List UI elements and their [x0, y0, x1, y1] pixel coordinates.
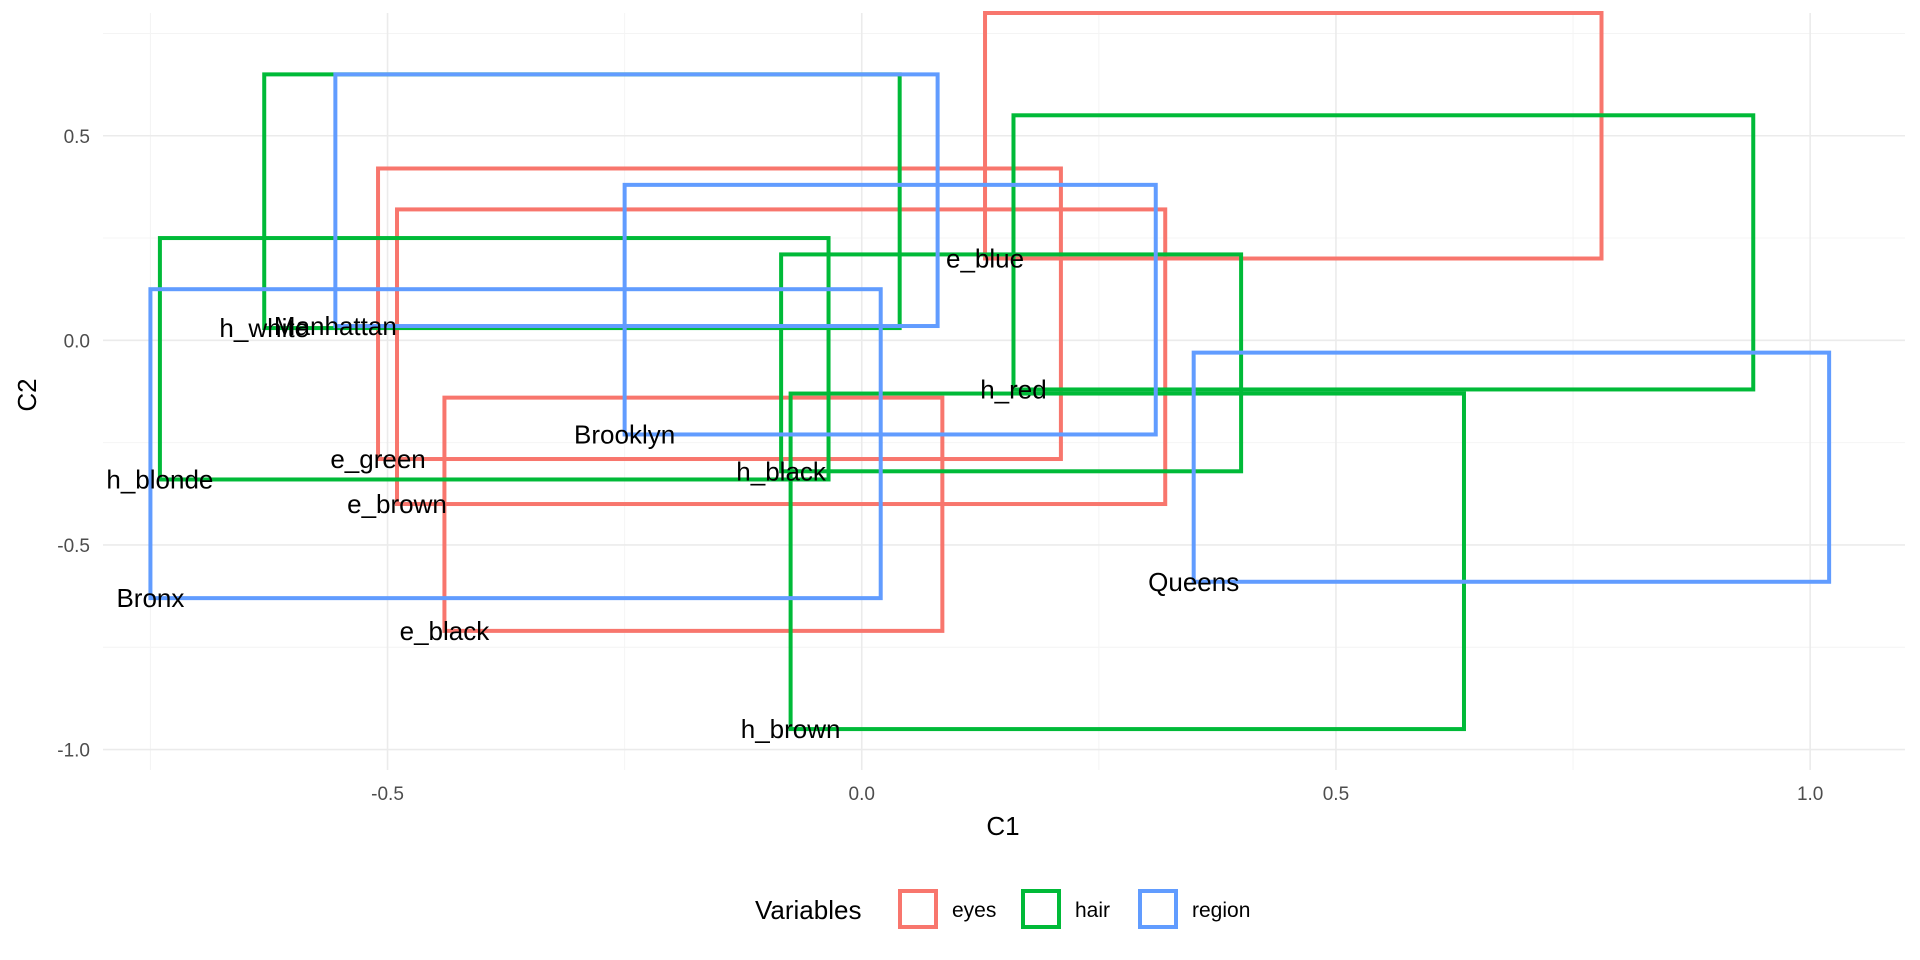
rect-h_brown [788, 391, 1466, 732]
rect-manhattan [333, 72, 940, 329]
legend-title: Variables [755, 895, 861, 925]
legend-label-eyes: eyes [952, 899, 996, 922]
legend-label-region: region [1192, 899, 1250, 922]
rect-e_blue [983, 11, 1604, 261]
rect-h_blonde [157, 236, 831, 482]
point-label-e_brown: e_brown [347, 489, 447, 519]
rect-e_green [376, 166, 1063, 462]
point-labels: e_blue e_green e_brown e_black h_white h_blon… [106, 244, 1239, 745]
rect-bronx [148, 287, 883, 601]
legend-key-region [1138, 889, 1178, 929]
y-tick-label: 0.0 [64, 331, 90, 352]
x-tick-label: 1.0 [1797, 784, 1823, 805]
rect-queens [1191, 350, 1832, 584]
x-tick-label: -0.5 [371, 784, 404, 805]
rect-h_black [779, 252, 1244, 474]
legend-key-eyes [898, 889, 938, 929]
point-label-h_white: h_white [219, 313, 309, 343]
category-rectangles [148, 11, 1832, 732]
y-tick-label: -0.5 [57, 536, 90, 557]
point-label-e_blue: e_blue [946, 244, 1024, 274]
x-tick-label: 0.0 [849, 784, 875, 805]
rect-brooklyn [622, 182, 1158, 437]
y-tick-label: 0.5 [64, 127, 90, 148]
point-label-h_black: h_black [736, 456, 827, 486]
grid-layer [103, 13, 1905, 770]
legend: Variables eyes hair region [755, 889, 1250, 929]
point-label-brooklyn: Brooklyn [574, 419, 675, 449]
point-label-h_brown: h_brown [741, 714, 841, 744]
legend-label-hair: hair [1075, 899, 1110, 922]
point-label-h_blonde: h_blonde [106, 464, 213, 494]
x-tick-label: 0.5 [1323, 784, 1349, 805]
axes: -0.5 0.0 0.5 1.0 -1.0 -0.5 0.0 0.5 [57, 127, 1823, 805]
point-label-bronx: Bronx [116, 583, 184, 613]
point-label-h_red: h_red [980, 374, 1047, 404]
rect-h_red [1011, 113, 1756, 392]
point-label-manhattan: Manhattan [274, 311, 397, 341]
rect-e_brown [395, 207, 1168, 507]
y-tick-label: -1.0 [57, 741, 90, 762]
point-label-e_black: e_black [400, 616, 491, 646]
y-axis-title: C2 [12, 378, 42, 411]
point-label-e_green: e_green [330, 444, 425, 474]
point-label-queens: Queens [1148, 567, 1239, 597]
legend-key-hair [1021, 889, 1061, 929]
rect-e_black [442, 395, 945, 633]
x-axis-title: C1 [986, 811, 1019, 841]
